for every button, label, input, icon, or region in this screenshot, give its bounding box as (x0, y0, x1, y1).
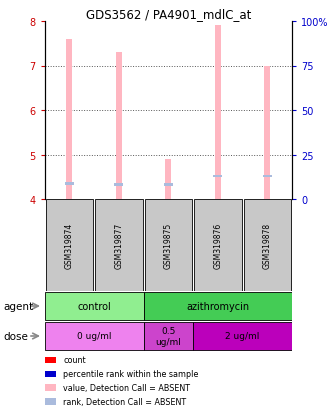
Text: GSM319877: GSM319877 (114, 222, 123, 268)
Text: agent: agent (3, 301, 33, 311)
Text: dose: dose (3, 331, 28, 341)
Bar (244, 199, 291, 291)
Text: 0 ug/ml: 0 ug/ml (77, 332, 111, 341)
Text: count: count (63, 356, 86, 364)
Bar (45, 385, 56, 391)
Bar (214, 175, 222, 178)
Bar (145, 199, 192, 291)
Bar (95, 199, 143, 291)
Text: percentile rank within the sample: percentile rank within the sample (63, 369, 198, 378)
Text: rank, Detection Call = ABSENT: rank, Detection Call = ABSENT (63, 396, 186, 406)
Bar (164, 183, 173, 186)
Bar (193, 322, 292, 351)
Text: 2 ug/ml: 2 ug/ml (225, 332, 260, 341)
Bar (45, 398, 56, 405)
Bar (46, 199, 93, 291)
Bar (45, 357, 56, 363)
Text: value, Detection Call = ABSENT: value, Detection Call = ABSENT (63, 383, 190, 392)
Bar (144, 322, 193, 351)
Bar (45, 292, 144, 320)
Bar (115, 183, 123, 186)
Text: azithromycin: azithromycin (186, 301, 249, 311)
Bar (215, 26, 221, 199)
Bar (194, 199, 242, 291)
Bar (45, 322, 144, 351)
Text: GSM319876: GSM319876 (213, 222, 222, 268)
Text: GSM319878: GSM319878 (263, 222, 272, 268)
Bar (116, 53, 122, 199)
Bar (66, 40, 72, 199)
Text: 0.5
ug/ml: 0.5 ug/ml (155, 327, 181, 346)
Bar (65, 183, 74, 185)
Bar (45, 371, 56, 377)
Bar (264, 66, 270, 199)
Text: control: control (77, 301, 111, 311)
Bar (263, 175, 272, 178)
Text: GSM319875: GSM319875 (164, 222, 173, 268)
Bar (165, 159, 171, 199)
Title: GDS3562 / PA4901_mdlC_at: GDS3562 / PA4901_mdlC_at (85, 8, 251, 21)
Bar (144, 292, 292, 320)
Text: GSM319874: GSM319874 (65, 222, 74, 268)
